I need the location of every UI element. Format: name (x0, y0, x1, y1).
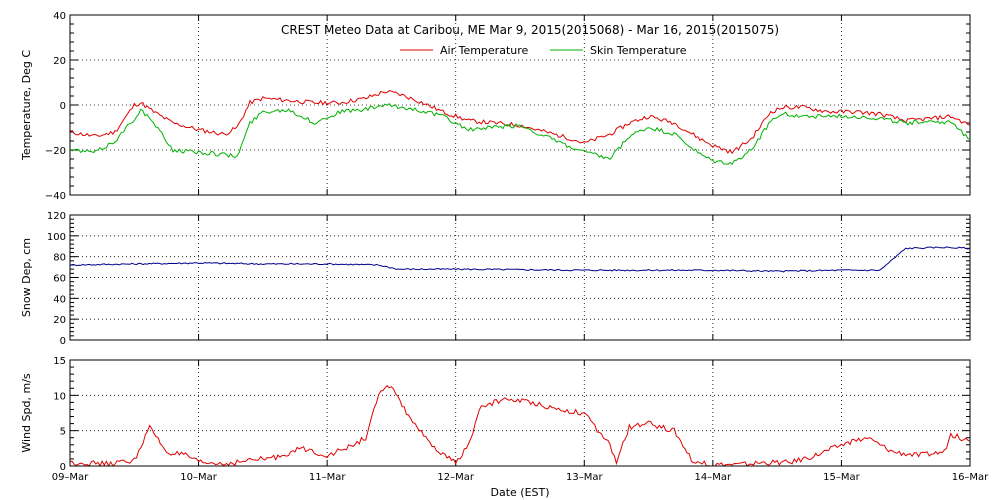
y-tick-label: 80 (53, 253, 66, 264)
x-tick-label: 14–Mar (695, 472, 732, 483)
y-tick-label: 40 (53, 11, 66, 22)
y-axis-label: Temperature, Deg C (20, 50, 33, 161)
x-tick-label: 10–Mar (180, 472, 217, 483)
x-axis-label: Date (EST) (490, 486, 549, 499)
chart-title: CREST Meteo Data at Caribou, ME Mar 9, 2… (281, 23, 779, 37)
y-tick-label: −20 (45, 146, 66, 157)
y-tick-label: 40 (53, 294, 66, 305)
skin-temperature-line (69, 103, 971, 165)
panel-frame (69, 14, 971, 196)
y-tick-label: 15 (53, 356, 66, 367)
x-tick-label: 16–Mar (952, 472, 989, 483)
y-tick-label: 20 (53, 315, 66, 326)
x-tick-label: 12–Mar (437, 472, 474, 483)
x-tick-label: 11–Mar (309, 472, 346, 483)
y-tick-label: 120 (47, 211, 66, 222)
legend: Air Temperature Skin Temperature (400, 44, 687, 57)
series-line (69, 246, 971, 273)
panel-frame (69, 359, 971, 467)
y-tick-label: 5 (60, 427, 66, 438)
series-line (69, 384, 971, 467)
y-axis-label: Wind Spd, m/s (20, 373, 33, 453)
y-tick-label: 0 (60, 462, 66, 473)
panel-2: 0 20 40 60 80 100 120 Snow Dep, cm (20, 211, 971, 347)
y-tick-label: −40 (45, 191, 66, 202)
y-tick-label: 60 (53, 274, 66, 285)
y-tick-label: 10 (53, 391, 66, 402)
y-tick-label: 0 (60, 336, 66, 347)
y-tick-label: 20 (53, 56, 66, 67)
panel-1: −40 −20 0 20 40 Temperature, Deg C (20, 11, 971, 202)
panel-3: 0 5 10 15 Wind Spd, m/s (20, 356, 971, 473)
x-tick-label: 13–Mar (566, 472, 603, 483)
panel-frame (69, 214, 971, 341)
y-tick-label: 100 (47, 232, 66, 243)
y-axis-label: Snow Dep, cm (20, 238, 33, 317)
air-temperature-line (69, 90, 971, 155)
y-tick-label: 0 (60, 101, 66, 112)
legend-label-skin: Skin Temperature (590, 44, 687, 57)
legend-label-air: Air Temperature (440, 44, 529, 57)
x-tick-label: 15–Mar (823, 472, 860, 483)
x-tick-label: 09–Mar (52, 472, 89, 483)
